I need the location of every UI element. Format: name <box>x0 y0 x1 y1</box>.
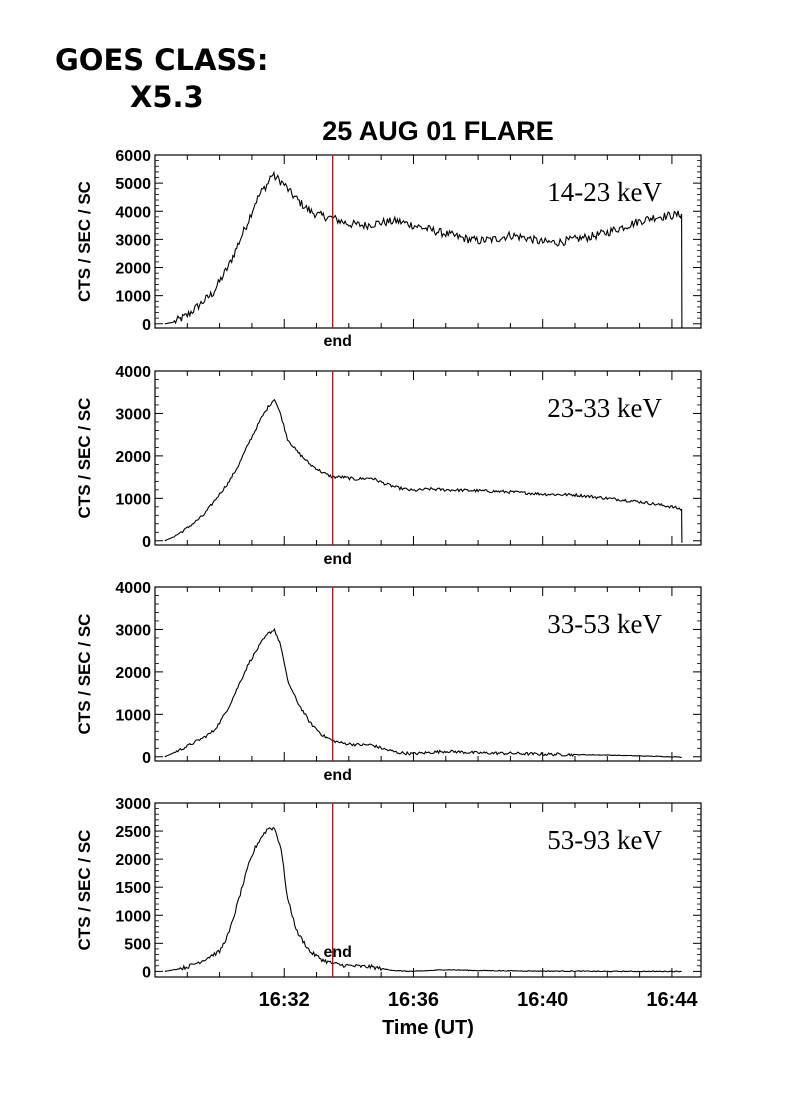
y-tick-label: 1000 <box>115 289 151 306</box>
end-marker-label: end <box>323 333 351 350</box>
y-tick-label: 4000 <box>115 204 151 221</box>
x-tick-label: 16:32 <box>259 989 310 1011</box>
panel-1: 0 1000 2000 3000 4000 5000 6000 CTS / SEC / SC 1… <box>75 148 702 350</box>
series-line <box>164 826 682 973</box>
y-tick-label: 4000 <box>115 580 151 597</box>
chart-title: 25 AUG 01 FLARE <box>322 116 554 146</box>
panel-4: 0 500 1000 1500 2000 2500 3000 CTS / SEC / SC 53… <box>75 796 702 981</box>
y-tick-label: 3000 <box>115 622 151 639</box>
series-line <box>164 170 683 329</box>
series-label: 14-23 keV <box>547 177 662 207</box>
series-label: 23-33 keV <box>547 393 662 423</box>
y-tick-label: 0 <box>142 534 151 551</box>
x-tick-label: 16:44 <box>646 989 698 1011</box>
y-tick-label: 1000 <box>115 707 151 724</box>
series-label: 53-93 keV <box>547 825 662 855</box>
y-tick-label: 2000 <box>115 261 151 278</box>
series-line <box>164 627 682 758</box>
y-tick-label: 2000 <box>115 852 151 869</box>
y-tick-label: 2500 <box>115 824 151 841</box>
y-tick-label: 2000 <box>115 665 151 682</box>
y-tick-label: 0 <box>142 750 151 767</box>
y-tick-label: 3000 <box>115 406 151 423</box>
plot-frame <box>154 370 702 546</box>
panel-3: 0 1000 2000 3000 4000 CTS / SEC / SC 33-53 keV… <box>75 580 702 784</box>
y-tick-label: 2000 <box>115 449 151 466</box>
plot-frame <box>154 154 702 329</box>
end-marker-label: end <box>323 767 351 784</box>
series-line <box>164 398 683 543</box>
x-tick-label: 16:40 <box>517 989 568 1011</box>
y-tick-label: 500 <box>124 936 151 953</box>
y-tick-label: 4000 <box>115 364 151 381</box>
y-tick-label: 1000 <box>115 491 151 508</box>
end-marker-label: end <box>323 551 351 568</box>
y-axis-label: CTS / SEC / SC <box>75 614 94 735</box>
plot-frame <box>154 802 702 978</box>
y-axis-label: CTS / SEC / SC <box>75 398 94 519</box>
x-axis-label: Time (UT) <box>382 1017 474 1039</box>
y-axis-label: CTS / SEC / SC <box>75 830 94 951</box>
goes-class-value: X5.3 <box>130 80 204 114</box>
y-axis-label: CTS / SEC / SC <box>75 181 94 302</box>
y-tick-label: 3000 <box>115 796 151 813</box>
x-axis-group: 16:32 16:36 16:40 16:44 <box>259 989 699 1011</box>
y-tick-label: 0 <box>142 317 151 334</box>
y-tick-label: 6000 <box>115 148 151 165</box>
y-tick-label: 3000 <box>115 232 151 249</box>
end-marker-label: end <box>323 944 351 961</box>
x-tick-label: 16:36 <box>388 989 439 1011</box>
goes-class-label: GOES CLASS: <box>55 43 269 77</box>
y-tick-label: 5000 <box>115 176 151 193</box>
y-tick-label: 0 <box>142 964 151 981</box>
series-label: 33-53 keV <box>547 609 662 639</box>
plot-frame <box>154 586 702 762</box>
y-tick-label: 1000 <box>115 908 151 925</box>
panel-2: 0 1000 2000 3000 4000 CTS / SEC / SC 23-33 keV… <box>75 364 702 568</box>
y-tick-label: 1500 <box>115 880 151 897</box>
